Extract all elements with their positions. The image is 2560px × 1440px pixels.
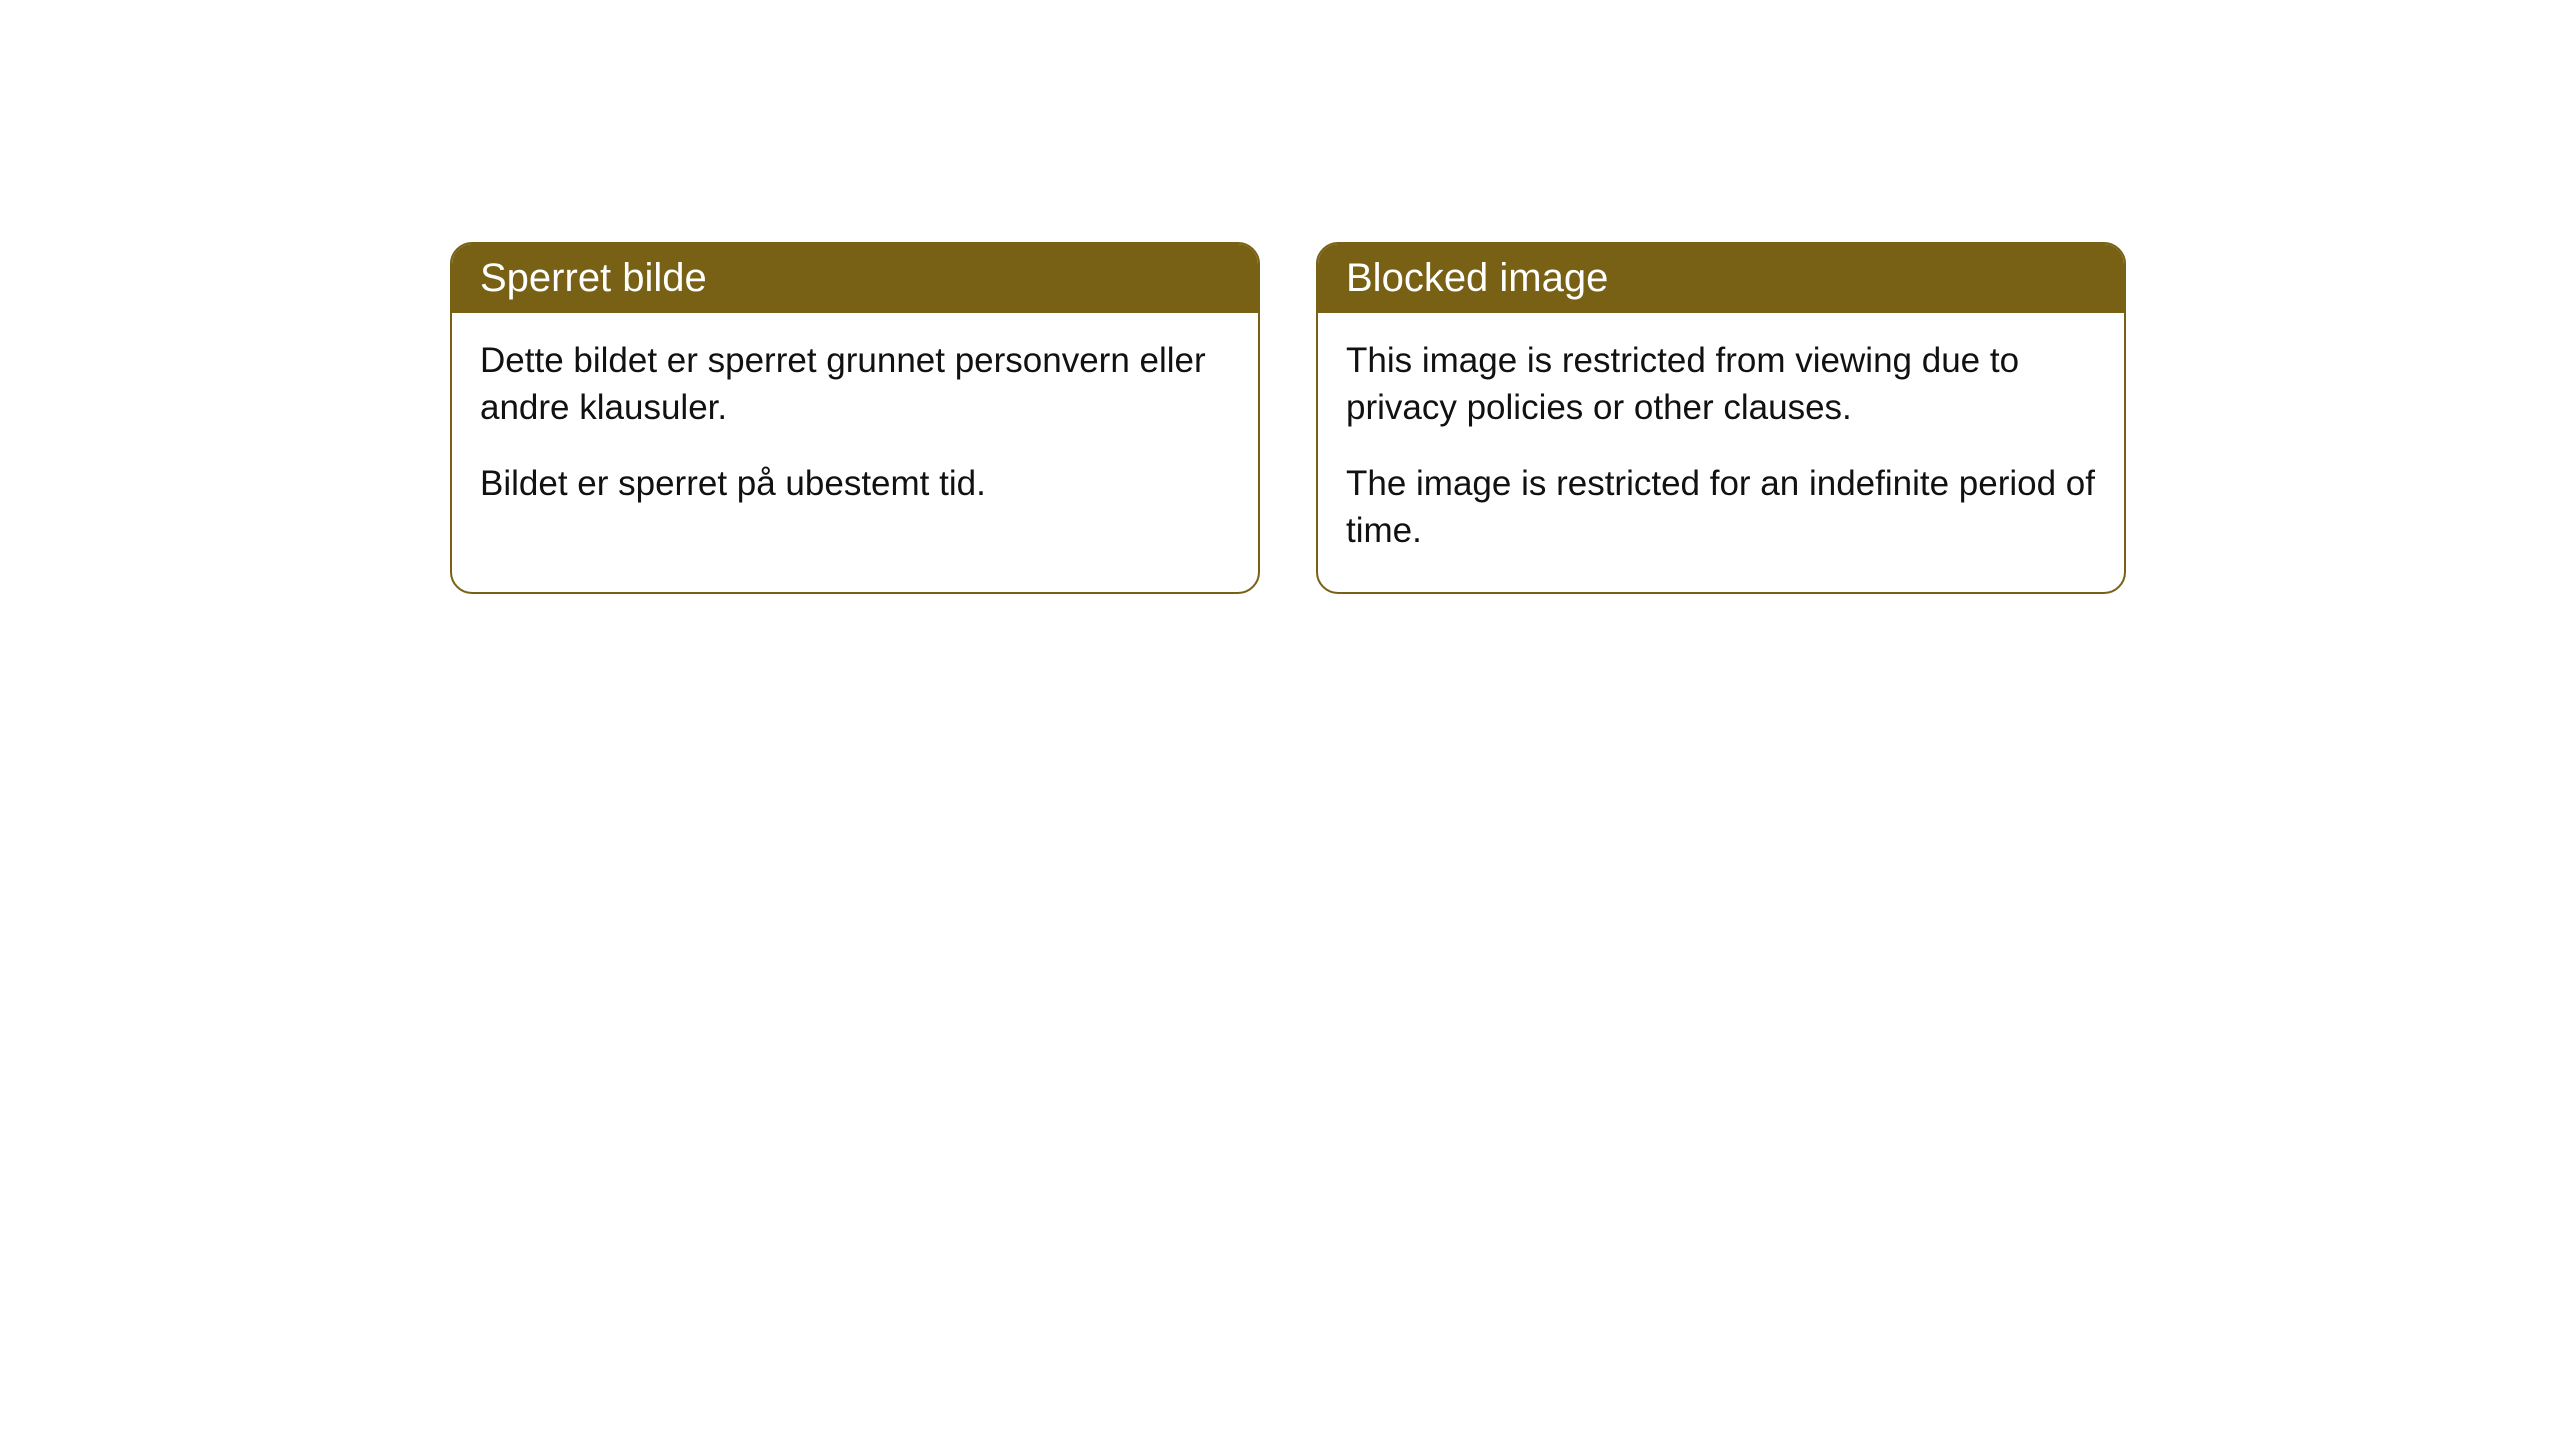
card-body-no: Dette bildet er sperret grunnet personve… <box>452 313 1258 545</box>
card-text-en-2: The image is restricted for an indefinit… <box>1346 460 2096 555</box>
card-header-no: Sperret bilde <box>452 244 1258 313</box>
card-text-no-2: Bildet er sperret på ubestemt tid. <box>480 460 1230 507</box>
notice-container: Sperret bilde Dette bildet er sperret gr… <box>450 242 2126 594</box>
card-title-no: Sperret bilde <box>480 256 707 300</box>
card-header-en: Blocked image <box>1318 244 2124 313</box>
card-title-en: Blocked image <box>1346 256 1608 300</box>
card-body-en: This image is restricted from viewing du… <box>1318 313 2124 592</box>
blocked-image-card-en: Blocked image This image is restricted f… <box>1316 242 2126 594</box>
blocked-image-card-no: Sperret bilde Dette bildet er sperret gr… <box>450 242 1260 594</box>
card-text-no-1: Dette bildet er sperret grunnet personve… <box>480 337 1230 432</box>
card-text-en-1: This image is restricted from viewing du… <box>1346 337 2096 432</box>
